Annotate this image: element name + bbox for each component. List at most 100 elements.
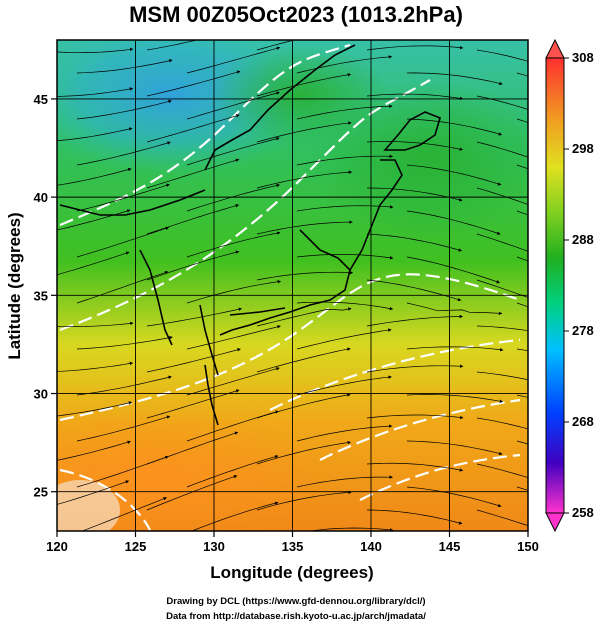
colorbar-scale: [545, 57, 565, 514]
x-tick-label: 120: [46, 539, 68, 554]
x-axis-title: Longitude (degrees): [210, 563, 373, 582]
streamline: [476, 417, 528, 430]
streamline: [146, 389, 240, 419]
streamline: [406, 394, 504, 403]
plot-area: [57, 40, 528, 531]
streamline: [366, 314, 464, 327]
streamline: [256, 347, 351, 373]
streamline: [476, 233, 528, 252]
streamline: [256, 170, 353, 189]
streamline: [256, 307, 352, 327]
streamline: [256, 490, 352, 511]
colorbar-top-arrow: [545, 38, 565, 59]
streamline: [146, 158, 240, 189]
streamline: [191, 501, 279, 531]
streamline: [406, 486, 502, 508]
streamline: [366, 233, 462, 252]
credit-data: Data from http://database.rish.kyoto-u.a…: [166, 611, 426, 622]
streamline: [256, 73, 352, 97]
x-tick-label: 130: [203, 539, 225, 554]
streamline: [296, 154, 394, 166]
streamline: [256, 40, 296, 51]
streamline: [476, 371, 528, 381]
streamline: [186, 91, 280, 120]
streamline: [57, 47, 134, 54]
streamline: [296, 104, 393, 120]
streamline: [146, 348, 241, 373]
streamline: [406, 346, 504, 352]
streamline: [406, 440, 503, 456]
streamline: [57, 167, 132, 186]
streamline: [476, 141, 528, 158]
streamline: [406, 118, 503, 136]
streamline: [366, 509, 463, 525]
x-tick-label: 135: [282, 539, 304, 554]
streamline: [57, 440, 131, 461]
streamline: [146, 114, 240, 143]
streamline: [476, 463, 528, 479]
streamline: [256, 270, 354, 281]
streamline: [186, 46, 281, 74]
streamline: [406, 164, 502, 186]
streamline: [57, 480, 130, 505]
map-title: MSM 00Z05Oct2023 (1013.2hPa): [129, 2, 463, 27]
streamline: [476, 49, 528, 62]
streamline: [406, 256, 501, 284]
streamline: [76, 183, 170, 212]
streamline: [76, 335, 173, 350]
streamline: [296, 328, 392, 350]
streamline: [186, 455, 279, 488]
y-tick-label: 30: [34, 387, 48, 402]
temperature-contours: [59, 43, 521, 531]
streamline: [296, 475, 393, 488]
streamline: [57, 127, 133, 142]
streamline: [146, 204, 240, 235]
y-tick-label: 40: [34, 190, 48, 205]
grid: [57, 40, 528, 531]
streamline: [76, 141, 171, 166]
streamline: [57, 87, 134, 97]
streamline: [186, 410, 279, 442]
x-tick-label: 145: [439, 539, 461, 554]
streamline: [76, 99, 172, 120]
streamline: [366, 414, 464, 420]
warm-core: [57, 480, 120, 531]
colorbar-bottom-arrow: [545, 512, 565, 533]
x-tick-label: 150: [517, 539, 539, 554]
streamline: [366, 93, 464, 101]
streamline: [146, 70, 241, 97]
streamline: [256, 121, 352, 143]
streamline: [366, 45, 464, 51]
x-axis: 120 125 130 135 140 145 150: [46, 531, 539, 554]
streamline: [76, 59, 173, 74]
colorbar-tick-label: 278: [572, 323, 594, 338]
streamline: [57, 361, 134, 372]
streamline: [186, 325, 281, 350]
colorbar-tick-label: 288: [572, 232, 594, 247]
streamline: [476, 95, 528, 110]
streamline: [57, 251, 130, 276]
streamline: [406, 210, 501, 235]
streamline: [476, 509, 528, 527]
streamline: [476, 187, 528, 205]
y-tick-label: 25: [34, 485, 48, 500]
streamline: [57, 401, 133, 417]
x-tick-label: 140: [360, 539, 382, 554]
streamline: [476, 325, 528, 332]
colorbar-tick-label: 268: [572, 414, 594, 429]
streamline: [256, 220, 353, 235]
streamline: [186, 367, 280, 396]
streamline: [146, 475, 238, 511]
streamline: [256, 440, 352, 465]
streamline: [186, 231, 281, 258]
y-tick-label: 35: [34, 288, 48, 303]
streamline: [296, 205, 394, 212]
streamline: [81, 497, 167, 531]
streamline: [57, 321, 134, 328]
streamline: [146, 250, 240, 281]
streamline: [406, 302, 503, 316]
streamline: [296, 375, 392, 396]
credit-drawing: Drawing by DCL (https://www.gfd-dennou.o…: [166, 596, 425, 607]
colorbar-tick-label: 308: [572, 50, 594, 65]
streamline: [296, 424, 393, 442]
